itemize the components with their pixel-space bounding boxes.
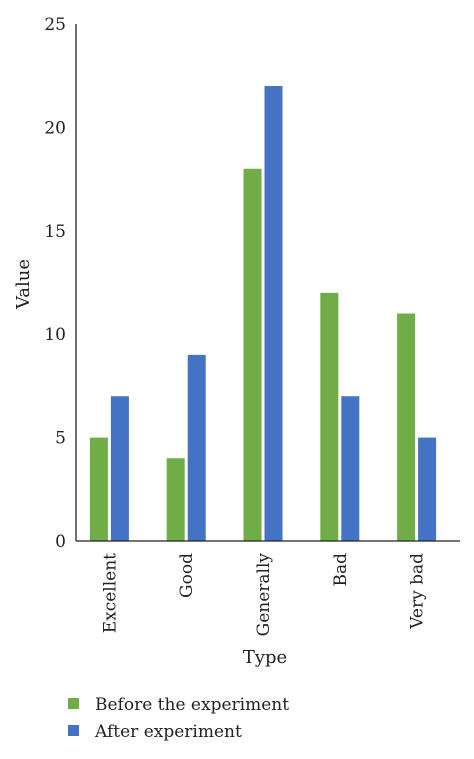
legend-swatch xyxy=(68,725,79,736)
x-tick-label: Bad xyxy=(331,553,351,587)
legend-swatch xyxy=(68,698,79,709)
x-axis-ticks: Excellent Good Generally Bad Very bad xyxy=(100,553,427,637)
legend-label: Before the experiment xyxy=(95,695,289,715)
bar-after-bad xyxy=(341,396,360,541)
y-tick-label: 0 xyxy=(55,532,66,552)
bar-after-very-bad xyxy=(418,437,437,541)
x-tick-label: Generally xyxy=(254,553,274,637)
bar-after-good xyxy=(187,354,206,541)
y-tick-label: 10 xyxy=(44,325,66,345)
y-tick-label: 20 xyxy=(44,118,66,138)
bar-before-good xyxy=(166,458,185,541)
y-axis-label: Value xyxy=(13,259,34,310)
y-tick-label: 5 xyxy=(55,429,66,449)
bar-before-very-bad xyxy=(397,313,416,541)
bar-before-excellent xyxy=(89,437,108,541)
x-axis-label: Type xyxy=(243,647,287,668)
bar-before-bad xyxy=(320,292,339,541)
bar-after-generally xyxy=(264,86,283,541)
x-tick-label: Excellent xyxy=(100,553,120,633)
y-axis-ticks: 0 5 10 15 20 25 xyxy=(44,15,66,552)
x-tick-label: Good xyxy=(177,553,197,598)
bar-before-generally xyxy=(243,168,262,541)
bar-after-excellent xyxy=(110,396,129,541)
legend: Before the experiment After experiment xyxy=(68,695,289,742)
legend-label: After experiment xyxy=(94,722,242,742)
bars-group xyxy=(89,86,437,541)
x-tick-label: Very bad xyxy=(408,553,428,630)
y-tick-label: 15 xyxy=(44,222,66,242)
y-tick-label: 25 xyxy=(44,15,66,35)
